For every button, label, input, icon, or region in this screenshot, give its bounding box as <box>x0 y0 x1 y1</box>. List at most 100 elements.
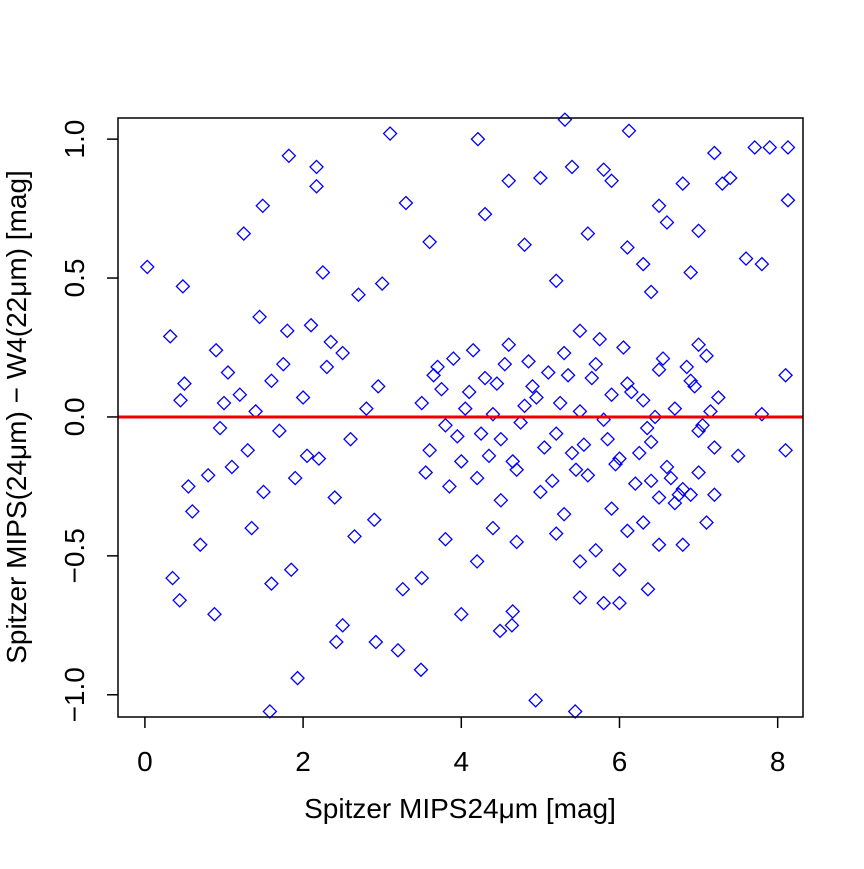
x-tick-label: 8 <box>770 746 786 777</box>
point <box>556 345 572 361</box>
point <box>651 490 667 505</box>
point <box>548 273 564 289</box>
point <box>139 259 155 275</box>
point <box>172 592 188 608</box>
point <box>754 406 770 422</box>
point <box>465 342 481 358</box>
point <box>651 537 667 553</box>
point <box>473 426 489 442</box>
point <box>691 423 707 439</box>
point <box>323 334 339 350</box>
point <box>608 456 623 472</box>
point <box>683 265 699 280</box>
point <box>532 484 548 500</box>
point <box>489 376 505 392</box>
point <box>283 562 299 578</box>
point <box>461 384 477 400</box>
x-axis-label: Spitzer MIPS24μm [mag] <box>304 793 616 824</box>
point <box>564 445 580 461</box>
point <box>335 617 351 633</box>
point <box>295 390 311 405</box>
point <box>469 470 485 486</box>
x-tick-label: 6 <box>612 746 628 777</box>
point <box>505 453 521 469</box>
point <box>240 442 256 458</box>
point <box>390 642 406 658</box>
point <box>492 623 508 639</box>
point <box>560 367 576 383</box>
point <box>481 448 497 464</box>
point <box>619 376 635 392</box>
point <box>207 606 222 622</box>
point <box>540 365 556 380</box>
point <box>351 287 366 303</box>
point <box>580 226 596 241</box>
x-tick-label: 0 <box>137 746 153 777</box>
point <box>236 226 252 241</box>
point <box>691 465 707 480</box>
y-tick-label: 0.5 <box>59 259 90 298</box>
point <box>616 340 631 355</box>
point <box>309 178 324 194</box>
point <box>675 176 691 191</box>
point <box>671 487 687 503</box>
point <box>505 604 521 619</box>
point <box>271 423 287 439</box>
point <box>580 467 596 483</box>
point <box>438 531 453 547</box>
point <box>264 576 279 592</box>
point <box>651 198 667 214</box>
point <box>699 515 714 530</box>
point <box>706 487 722 503</box>
point <box>398 195 414 211</box>
point <box>588 356 604 372</box>
point <box>327 490 343 505</box>
point <box>335 345 351 361</box>
point <box>710 390 726 405</box>
point <box>311 451 327 467</box>
point <box>604 501 619 517</box>
point <box>596 595 612 611</box>
point <box>368 634 384 650</box>
point <box>780 140 796 155</box>
point <box>706 440 722 455</box>
point <box>612 562 627 578</box>
point <box>738 251 754 267</box>
point <box>382 126 398 141</box>
point <box>303 317 319 333</box>
point <box>691 337 707 353</box>
point <box>299 448 315 464</box>
point <box>592 331 608 347</box>
point <box>422 234 438 250</box>
point <box>414 395 430 411</box>
point <box>659 215 675 230</box>
point <box>493 492 509 508</box>
point <box>216 395 232 411</box>
point <box>780 192 796 208</box>
point <box>413 662 429 678</box>
point <box>430 359 445 375</box>
point <box>281 148 297 164</box>
point <box>572 323 588 339</box>
point <box>643 434 659 450</box>
point <box>675 537 691 553</box>
point <box>208 342 224 358</box>
point <box>683 373 699 389</box>
point <box>315 265 331 280</box>
point <box>525 378 540 394</box>
point <box>640 581 656 597</box>
point <box>730 448 746 464</box>
point <box>418 465 434 480</box>
point <box>328 634 344 650</box>
point <box>509 462 525 478</box>
point <box>699 348 714 364</box>
point <box>493 431 509 447</box>
point <box>612 451 627 467</box>
point <box>485 520 501 536</box>
point <box>754 256 770 272</box>
y-tick-label: −1.0 <box>59 667 90 722</box>
point <box>470 131 486 147</box>
point <box>262 704 278 719</box>
point <box>667 401 683 417</box>
